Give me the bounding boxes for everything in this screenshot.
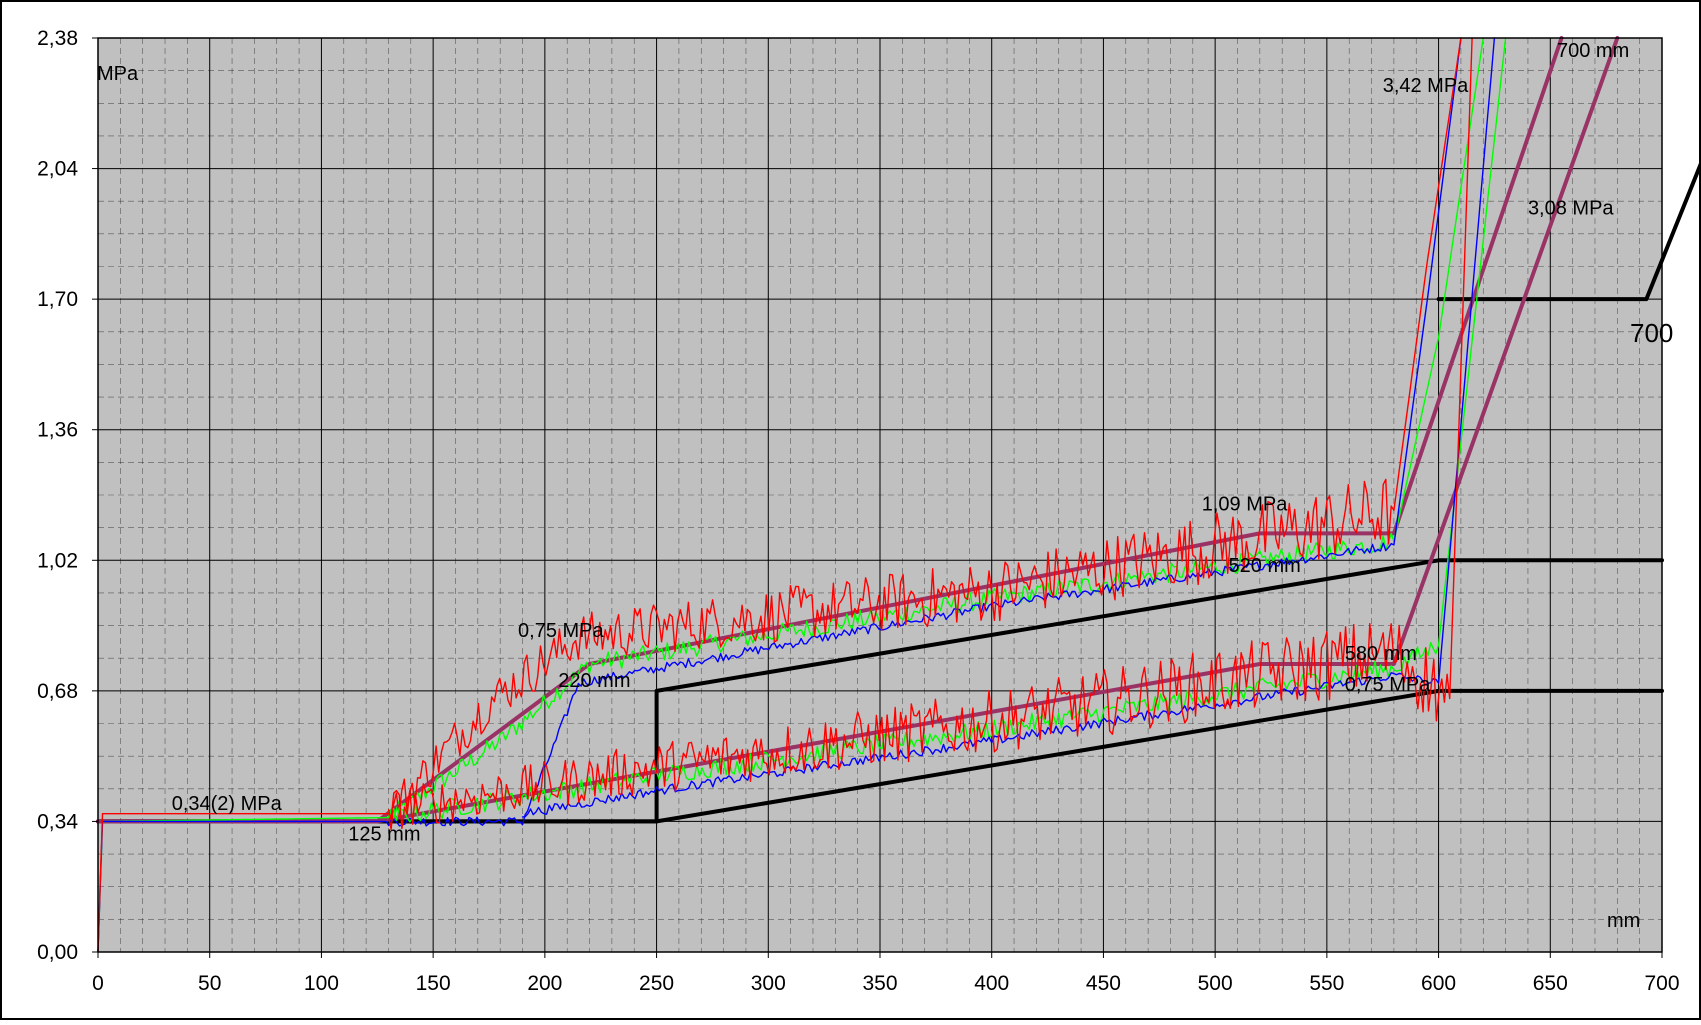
series-line-5: [97, 37, 1484, 953]
series-line-6: [97, 37, 1462, 953]
x-tick-label: 550: [1309, 972, 1344, 995]
x-tick-label: 300: [751, 972, 786, 995]
annotation-label: 0,34(2) MPa: [172, 793, 283, 815]
y-tick-label: 2,04: [37, 158, 78, 181]
series-layer: [96, 36, 1701, 953]
x-tick-label: 250: [639, 972, 674, 995]
annotation-label: 1,09 MPa: [1202, 493, 1288, 515]
x-axis-label: mm: [1607, 910, 1640, 932]
x-tick-label: 200: [527, 972, 562, 995]
annotations: 0,34(2) MPa 125 mm 0,75 MPa 220 mm 1,09 MPa 5…: [172, 40, 1630, 845]
y-tick-label: 0,00: [37, 941, 78, 964]
x-tick-label: 700: [1644, 972, 1679, 995]
x-tick-label: 50: [198, 972, 221, 995]
annotation-label: 125 mm: [348, 824, 420, 846]
y-axis: 0,00 0,34 0,68 1,02 1,36 1,70 2,04 2,38: [37, 27, 98, 964]
x-tick-label: 100: [304, 972, 339, 995]
annotation-label: 580 mm: [1345, 643, 1417, 665]
series-line-2: [1436, 157, 1701, 302]
x-tick-label: 350: [862, 972, 897, 995]
annotation-label: 3,08 MPa: [1528, 198, 1614, 220]
x-tick-label: 600: [1421, 972, 1456, 995]
x-tick-label: 400: [974, 972, 1009, 995]
series-line-7: [97, 37, 1462, 953]
annotation-label: 220 mm: [558, 670, 630, 692]
y-tick-label: 2,38: [37, 27, 78, 50]
series-line-10: [387, 37, 1473, 830]
y-tick-label: 0,34: [37, 810, 78, 833]
y-tick-label: 1,70: [37, 288, 78, 311]
y-axis-label: MPa: [97, 63, 139, 85]
annotation-label: 0,75 MPa: [1345, 674, 1431, 696]
y-tick-label: 1,36: [37, 419, 78, 442]
annotation-label: 520 mm: [1229, 555, 1301, 577]
annotation-label: 700 mm: [1557, 40, 1629, 62]
y-tick-label: 0,68: [37, 680, 78, 703]
x-tick-label: 0: [92, 972, 104, 995]
x-axis: 0 50 100 150 200 250 300 350 400 450 500 550 600 650 7…: [92, 952, 1680, 995]
annotation-label: 3,42 MPa: [1383, 75, 1469, 97]
y-tick-label: 1,02: [37, 549, 78, 572]
x-tick-label: 150: [416, 972, 451, 995]
x-tick-label: 450: [1086, 972, 1121, 995]
outside-label: 700: [1630, 318, 1673, 348]
series-line-9: [521, 37, 1496, 818]
x-tick-label: 500: [1198, 972, 1233, 995]
x-tick-label: 650: [1533, 972, 1568, 995]
annotation-label: 0,75 MPa: [518, 620, 604, 642]
